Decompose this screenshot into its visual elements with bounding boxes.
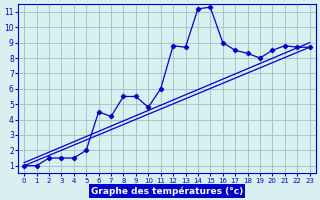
X-axis label: Graphe des températures (°c): Graphe des températures (°c) bbox=[91, 186, 243, 196]
